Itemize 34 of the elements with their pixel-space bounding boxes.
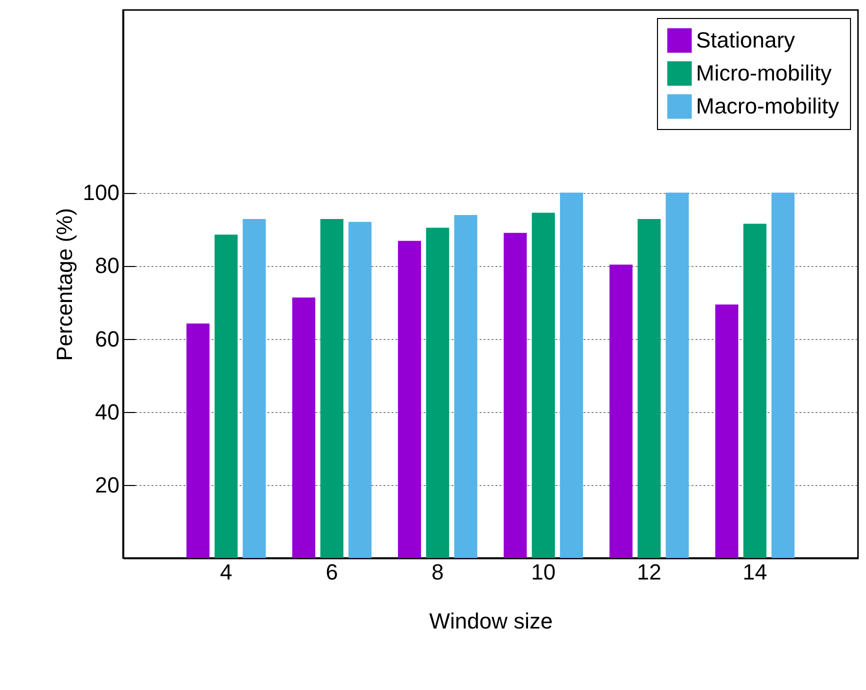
bar [186,323,210,558]
bar [214,234,238,558]
legend-label: Stationary [696,28,796,52]
x-axis-title: Window size [429,608,553,634]
bar [638,218,661,558]
bar [320,218,344,558]
x-tick-label: 8 [431,560,444,584]
bar [398,240,422,558]
bar [609,264,633,558]
bar [242,218,266,558]
y-tick-label: 40 [95,399,120,424]
y-tick-label: 20 [95,472,120,498]
bar [715,304,738,558]
y-tick-label: 60 [95,326,120,352]
x-tick-label: 4 [220,560,232,584]
bar [743,224,766,558]
y-tick-label: 100 [82,180,120,206]
x-tick-label: 6 [326,560,338,584]
y-tick-label: 80 [95,253,120,278]
bar [426,228,450,558]
x-tick-label: 14 [742,560,768,584]
x-tick-label: 10 [531,560,556,584]
legend-label: Macro-mobility [696,94,840,118]
bar [292,298,316,558]
bar [666,192,689,558]
bar [532,212,555,558]
bar [454,214,478,558]
bar [504,232,527,558]
bar [560,192,584,558]
y-axis-title: Percentage (%) [52,208,77,361]
bar [771,192,795,558]
x-tick-label: 12 [636,560,662,584]
legend-label: Micro-mobility [696,60,832,86]
bar [348,222,372,558]
